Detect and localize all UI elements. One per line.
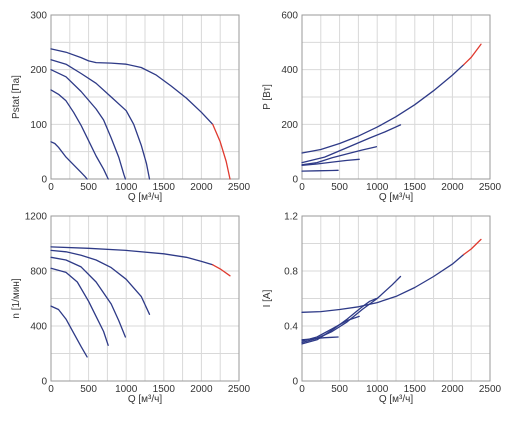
- plot-frame: [301, 215, 491, 382]
- x-tick-label: 1500: [153, 182, 176, 193]
- x-tick-label: 1000: [115, 384, 138, 395]
- y-tick-label: 0.8: [284, 267, 298, 278]
- x-tick-label: 2000: [441, 384, 464, 395]
- x-tick-label: 2500: [479, 384, 502, 395]
- x-tick-label: 1500: [404, 384, 427, 395]
- series-limit-segment: [463, 43, 482, 66]
- series-limit-segment: [463, 238, 482, 256]
- y-tick-label: 200: [281, 120, 298, 131]
- plot-frame: [301, 14, 491, 180]
- series-line-3: [50, 69, 127, 180]
- x-axis-label: Q [м³/ч]: [128, 192, 163, 203]
- x-tick-label: 2000: [441, 182, 464, 193]
- series-line-3: [301, 297, 378, 345]
- x-tick-label: 2500: [479, 182, 502, 193]
- x-axis-label: Q [м³/ч]: [379, 394, 414, 405]
- series-line-4: [50, 89, 109, 180]
- chart-panel-4: 0 500 1000 1500 2000 2500 0 0.4 0.8 1.2 Q [м³/ч] I …: [262, 212, 502, 406]
- series-limit-segment: [212, 264, 231, 277]
- x-tick-label: 2500: [228, 384, 251, 395]
- y-axis-label: n [1/мин]: [11, 278, 22, 318]
- x-tick-label: 2500: [228, 182, 251, 193]
- x-tick-label: 500: [80, 384, 97, 395]
- series-line-2: [50, 249, 151, 315]
- series-line-1: [50, 48, 214, 125]
- plot-frame: [50, 14, 240, 180]
- chart-panel-1: 0 500 1000 1500 2000 2500 0 100 200 300 Q [м³/ч] Ps…: [11, 11, 251, 204]
- x-tick-label: 500: [80, 182, 97, 193]
- series-line-1: [301, 253, 465, 313]
- y-axis-label: Pstat [Па]: [11, 75, 22, 119]
- series-line-1: [301, 64, 465, 154]
- x-tick-label: 1500: [153, 384, 176, 395]
- plot-frame: [50, 215, 240, 382]
- series-limit-segment: [212, 123, 231, 180]
- x-tick-label: 1000: [366, 182, 389, 193]
- y-tick-label: 300: [30, 11, 47, 22]
- series-line-2: [301, 275, 402, 344]
- y-tick-label: 1200: [25, 212, 48, 223]
- y-tick-label: 0.4: [284, 322, 298, 333]
- y-tick-label: 0: [292, 175, 298, 186]
- y-axis-label: I [A]: [262, 289, 273, 307]
- series-line-3: [301, 146, 378, 166]
- x-tick-label: 0: [299, 384, 305, 395]
- x-tick-label: 500: [331, 182, 348, 193]
- x-tick-label: 1000: [366, 384, 389, 395]
- x-axis-label: Q [м³/ч]: [379, 192, 414, 203]
- series-line-5: [301, 169, 339, 172]
- y-tick-label: 0: [41, 175, 47, 186]
- x-tick-label: 0: [299, 182, 305, 193]
- x-tick-label: 1500: [404, 182, 427, 193]
- series-line-5: [50, 141, 88, 180]
- x-tick-label: 0: [48, 182, 54, 193]
- x-tick-label: 500: [331, 384, 348, 395]
- y-tick-label: 0: [292, 377, 298, 388]
- chart-panel-3: 0 500 1000 1500 2000 2500 0 400 800 1200 Q [м³/ч] n…: [11, 212, 251, 406]
- series-line-5: [50, 305, 88, 358]
- x-tick-label: 2000: [190, 182, 213, 193]
- y-tick-label: 400: [281, 65, 298, 76]
- series-line-5: [301, 336, 339, 341]
- series-line-3: [50, 256, 127, 338]
- y-tick-label: 1.2: [284, 212, 298, 223]
- y-tick-label: 600: [281, 11, 298, 22]
- x-tick-label: 0: [48, 384, 54, 395]
- series-line-2: [301, 124, 402, 164]
- y-tick-label: 200: [30, 65, 47, 76]
- chart-panel-2: 0 500 1000 1500 2000 2500 0 200 400 600 Q [м³/ч] P …: [262, 11, 502, 204]
- series-line-2: [50, 59, 151, 180]
- y-tick-label: 100: [30, 120, 47, 131]
- y-axis-label: P [Вт]: [262, 84, 273, 110]
- y-tick-label: 0: [41, 377, 47, 388]
- x-tick-label: 2000: [190, 384, 213, 395]
- x-axis-label: Q [м³/ч]: [128, 394, 163, 405]
- series-line-1: [50, 246, 214, 266]
- series-line-4: [301, 158, 360, 166]
- x-tick-label: 1000: [115, 182, 138, 193]
- y-tick-label: 800: [30, 267, 47, 278]
- series-line-4: [50, 267, 109, 346]
- y-tick-label: 400: [30, 322, 47, 333]
